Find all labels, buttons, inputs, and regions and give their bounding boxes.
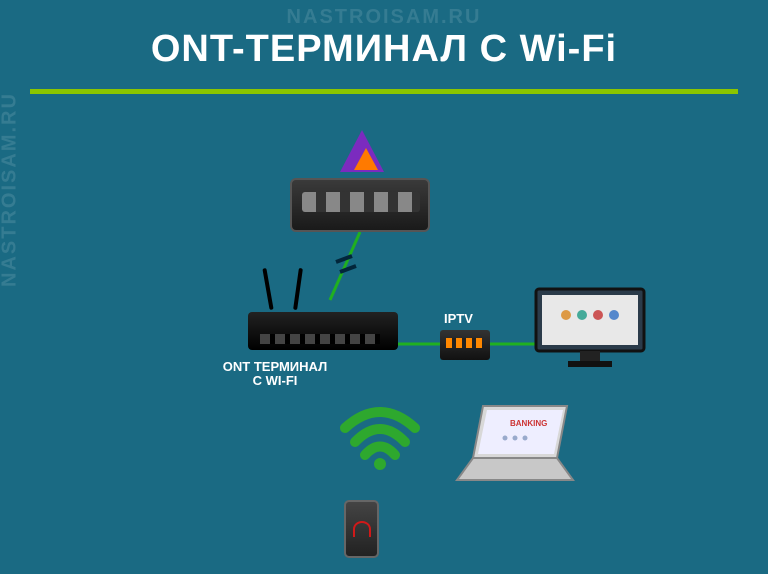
diagram-wires	[0, 0, 768, 574]
iptv-box-device	[440, 330, 490, 360]
iptv-label: IPTV	[444, 312, 473, 326]
laptop-device: BANKING	[455, 400, 575, 490]
ont-router-device	[248, 290, 403, 350]
smartphone-device	[344, 500, 379, 558]
provider-device	[290, 178, 430, 232]
wifi-icon	[335, 400, 425, 470]
router-label: ОNT ТЕРМИНАЛ С WI-FI	[210, 360, 340, 389]
title-underline	[30, 89, 738, 94]
watermark-top: NASTROISAM.RU	[287, 6, 482, 29]
provider-logo-icon	[340, 130, 384, 172]
watermark-left: NASTROISAM.RU	[0, 92, 22, 287]
monitor-device	[530, 285, 650, 373]
svg-text:BANKING: BANKING	[510, 419, 547, 428]
